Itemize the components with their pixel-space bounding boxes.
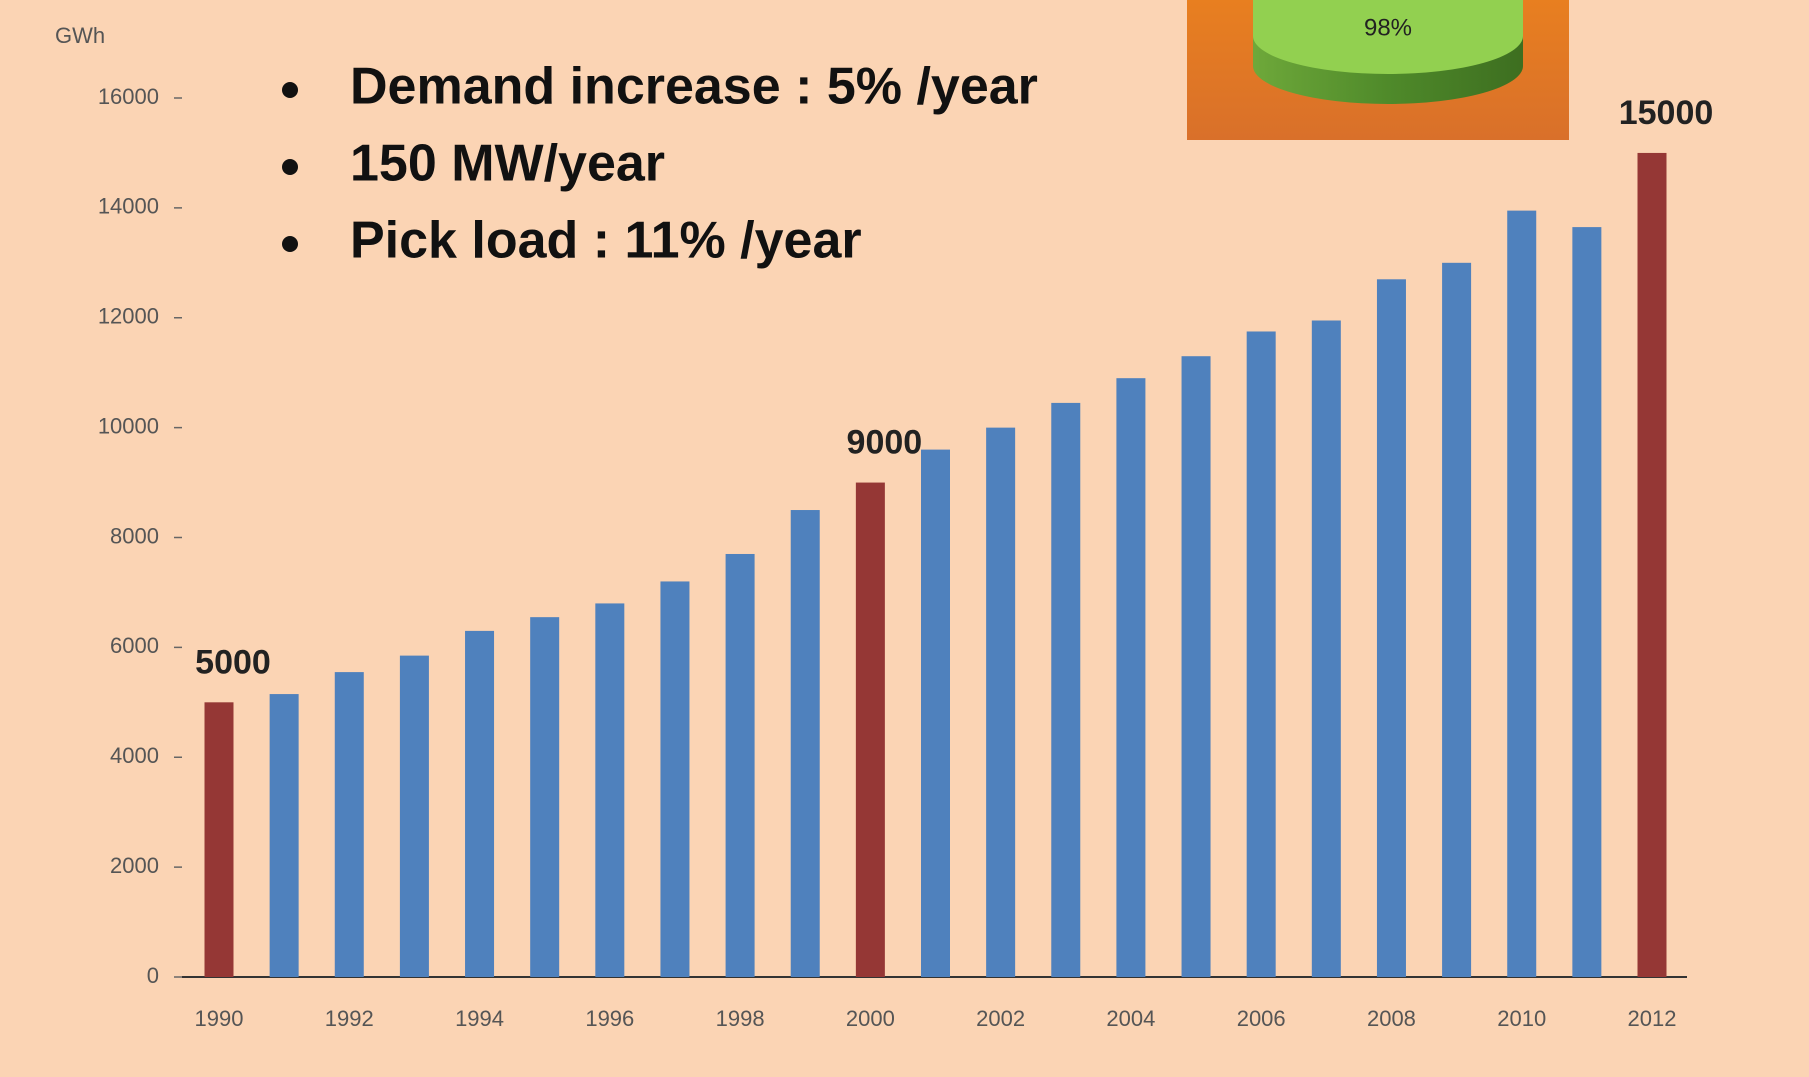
y-tick-label: 10000 [98, 413, 159, 438]
bar [1442, 263, 1471, 977]
inset-pie: 98% [1187, 0, 1569, 140]
x-tick-label: 1998 [716, 1006, 765, 1031]
bullet [282, 159, 298, 175]
bar [726, 554, 755, 977]
y-tick-label: 2000 [110, 853, 159, 878]
x-tick-label: 2012 [1628, 1006, 1677, 1031]
bar [1182, 356, 1211, 977]
bar [660, 581, 689, 977]
y-tick-label: 0 [147, 963, 159, 988]
x-tick-label: 2006 [1237, 1006, 1286, 1031]
bar [1247, 331, 1276, 977]
x-tick-label: 2000 [846, 1006, 895, 1031]
y-tick-label: 14000 [98, 194, 159, 219]
x-tick-label: 1990 [195, 1006, 244, 1031]
bar [1377, 279, 1406, 977]
bullet [282, 82, 298, 98]
bar [1051, 403, 1080, 977]
bar [791, 510, 820, 977]
chart: 98% GWh 0 2000 4000 6000 8000 10000 12000 14000… [0, 0, 1809, 1077]
bar [400, 656, 429, 977]
bullet [282, 236, 298, 252]
x-tick-label: 1996 [585, 1006, 634, 1031]
bar [1638, 153, 1667, 977]
annotation: Pick load : 11% /year [350, 212, 862, 270]
bar [1507, 211, 1536, 977]
bar [335, 672, 364, 977]
annotation: 150 MW/year [350, 135, 665, 193]
y-axis-label: GWh [55, 23, 105, 48]
x-tick-label: 2008 [1367, 1006, 1416, 1031]
bar [205, 702, 234, 977]
x-tick-label: 2004 [1106, 1006, 1155, 1031]
bar [986, 428, 1015, 977]
x-tick-label: 2010 [1497, 1006, 1546, 1031]
bar [1572, 227, 1601, 977]
inset-label: 98% [1364, 14, 1412, 41]
y-tick-label: 8000 [110, 523, 159, 548]
bar [595, 603, 624, 977]
bar [1312, 320, 1341, 977]
x-tick-label: 1992 [325, 1006, 374, 1031]
annotation: Demand increase : 5% /year [350, 58, 1038, 116]
bar [856, 483, 885, 977]
y-tick-label: 12000 [98, 304, 159, 329]
y-tick-label: 4000 [110, 743, 159, 768]
bar [270, 694, 299, 977]
data-label: 5000 [195, 643, 271, 681]
bar [465, 631, 494, 977]
data-label: 9000 [847, 424, 923, 462]
bar [1116, 378, 1145, 977]
bar [530, 617, 559, 977]
y-tick-label: 16000 [98, 84, 159, 109]
x-tick-label: 1994 [455, 1006, 504, 1031]
y-tick-label: 6000 [110, 633, 159, 658]
bar [921, 450, 950, 977]
x-tick-label: 2002 [976, 1006, 1025, 1031]
data-label: 15000 [1619, 94, 1714, 132]
